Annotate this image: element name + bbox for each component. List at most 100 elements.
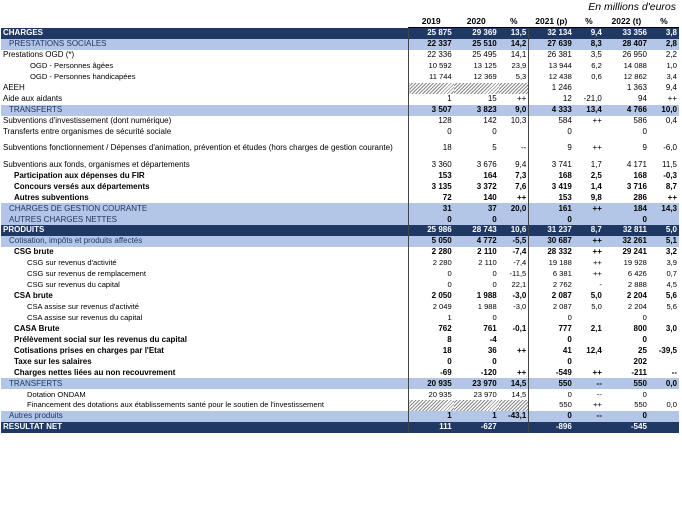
cell-value (498, 421, 529, 433)
header-pct-2020: % (498, 15, 529, 28)
cell-value (649, 334, 679, 345)
cell-value: 761 (483, 323, 497, 333)
cell-value: 1 363 (626, 83, 647, 93)
cell-value: ++ (667, 94, 677, 104)
cell-value: 0,7 (666, 269, 677, 279)
cell-value: 27 639 (528, 38, 574, 50)
cell-value (648, 214, 679, 225)
cell-value: 12 369 (473, 72, 497, 82)
cell-value: ++ (516, 367, 527, 377)
cell-value (453, 82, 499, 94)
cell-value: ++ (592, 258, 602, 268)
cell-value: ++ (592, 115, 602, 125)
cell-value: 20 935 (408, 378, 454, 390)
cell-value: 550 (528, 378, 574, 390)
cell-value: 10,0 (648, 104, 679, 116)
cell-value: 1 (408, 93, 454, 105)
cell-value: 6 426 (627, 269, 647, 279)
cell-value: 13,4 (573, 104, 604, 116)
cell-value: 25 (638, 345, 647, 355)
cell-value: 168 (528, 170, 574, 182)
cell-value: 1 (408, 312, 454, 324)
cell-value: 111 (408, 421, 454, 433)
row-label: PRESTATIONS SOCIALES (1, 38, 409, 50)
cell-value: 0 (528, 389, 574, 400)
cell-value: 23 970 (473, 389, 497, 399)
cell-value (408, 82, 454, 94)
cell-value: 2 888 (627, 280, 647, 290)
cell-value: 41 (528, 345, 574, 357)
row-label: Financement des dotations aux établissem… (27, 400, 324, 410)
cell-value: 586 (633, 115, 647, 125)
row-label: CHARGES (1, 27, 409, 39)
cell-value: 5,3 (515, 72, 527, 82)
cell-value (574, 126, 604, 137)
cell-value: 20,0 (498, 203, 529, 215)
cell-value: 140 (483, 192, 497, 202)
cell-value: ++ (516, 94, 527, 104)
cell-value: 5 (492, 143, 497, 153)
cell-value (498, 400, 529, 411)
cell-value: 0 (492, 312, 497, 322)
table-row: PRESTATIONS SOCIALES 22 337 25 510 14,2 27 6… (1, 38, 679, 50)
row-label: Concours versés aux départements (14, 181, 150, 191)
cell-value: 8,7 (665, 181, 677, 191)
cell-value: 25 986 (408, 225, 454, 236)
cell-value: 3,9 (666, 258, 677, 268)
cell-value: - (599, 280, 602, 290)
financial-table: 2019 2020 % 2021 (p) % 2022 (t) % CHARGE… (1, 15, 679, 433)
cell-value: 29 369 (453, 27, 499, 39)
cell-value (573, 421, 604, 433)
cell-value: -7,4 (512, 247, 527, 257)
cell-value: 5 050 (408, 235, 454, 247)
cell-value: 29 241 (622, 247, 647, 257)
cell-value: -- (573, 378, 604, 390)
table-row: CSG brute 2 280 2 110 -7,4 28 332 ++ 29 241 3,2 (1, 246, 679, 258)
table-body: CHARGES 25 875 29 369 13,5 32 134 9,4 33 356 3,… (1, 27, 679, 433)
cell-value: -211 (631, 367, 647, 377)
cell-value: 13 125 (473, 61, 497, 71)
cell-value: 14,5 (511, 389, 527, 399)
cell-value: -- (573, 410, 604, 422)
cell-value: 0,4 (665, 115, 677, 125)
cell-value (498, 214, 529, 225)
row-label: Aide aux aidants (3, 94, 63, 104)
cell-value (574, 334, 604, 345)
table-row: Cotisation, impôts et produits affectés 5… (1, 235, 679, 247)
cell-value: -545 (603, 421, 649, 433)
cell-value: -3,0 (513, 302, 527, 312)
cell-value: 202 (633, 356, 647, 366)
table-row: Prestations OGD (*) 22 336 25 495 14,1 26 38… (1, 49, 679, 61)
cell-value: 12,4 (586, 345, 602, 355)
cell-value: 2,5 (590, 170, 602, 180)
cell-value: 11,5 (662, 159, 677, 169)
row-label: Subventions d'investissement (dont numér… (3, 115, 172, 125)
table-row: CSG sur revenus d'activité 2 280 2 110 -7,4… (1, 257, 679, 269)
header-label (1, 15, 409, 28)
cell-value: 3,2 (665, 247, 677, 257)
cell-value: 2,2 (665, 50, 677, 60)
cell-value: 28 332 (528, 246, 574, 258)
cell-value: -120 (480, 367, 497, 377)
cell-value (649, 313, 679, 324)
header-pct-2021: % (573, 15, 604, 28)
table-row: CSA brute 2 050 1 988 -3,0 2 087 5,0 2 204 5,6 (1, 290, 679, 302)
table-row: Cotisations prises en charges par l'Etat… (1, 345, 679, 357)
cell-value: 20 935 (408, 389, 454, 400)
cell-value (649, 126, 679, 137)
table-row: AUTRES CHARGES NETTES 0 0 0 0 (1, 214, 679, 225)
table-row: TRANSFERTS 3 507 3 823 9,0 4 333 13,4 4 766 10,… (1, 104, 679, 116)
cell-value: 0 (642, 334, 647, 344)
cell-value: ++ (516, 345, 527, 355)
cell-value: 1 (453, 410, 499, 422)
cell-value: 550 (634, 400, 647, 410)
cell-value: 2 049 (408, 301, 454, 313)
table-row: CHARGES 25 875 29 369 13,5 32 134 9,4 33 356 3,… (1, 27, 679, 39)
cell-value: 32 261 (603, 235, 649, 247)
cell-value (499, 334, 529, 345)
cell-value: 142 (483, 115, 497, 125)
cell-value: -6,0 (663, 143, 677, 153)
table-row: AEEH 1 246 1 363 9,4 (1, 82, 679, 94)
cell-value: 3,0 (665, 323, 677, 333)
cell-value: 0 (492, 356, 497, 366)
